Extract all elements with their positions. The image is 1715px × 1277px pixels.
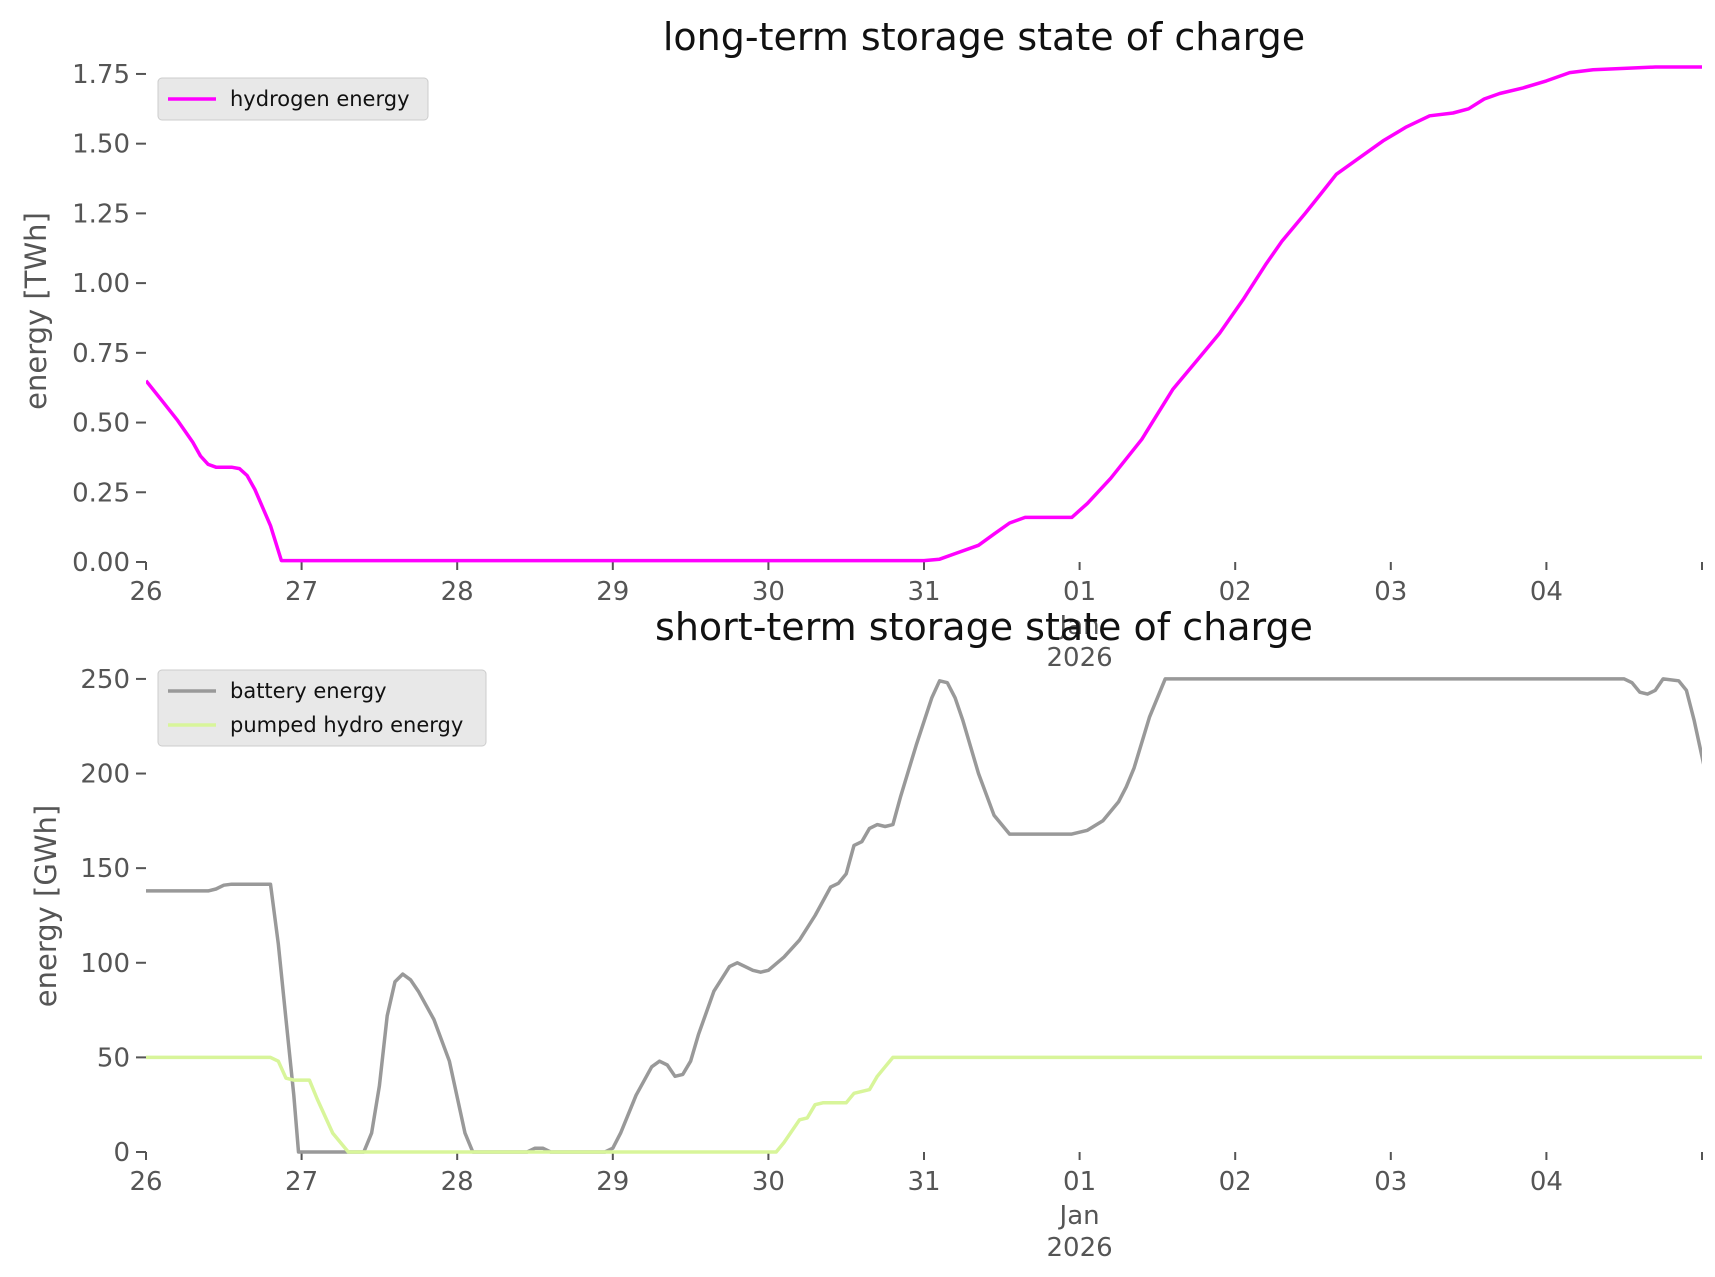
y-tick-label: 1.00 [72, 269, 130, 299]
x-tick-label: 29 [596, 1167, 629, 1197]
x-tick-label: 30 [752, 577, 785, 607]
y-tick-label: 0.50 [72, 409, 130, 439]
legend-box [157, 77, 429, 121]
x-tick-label: 28 [441, 577, 474, 607]
legend-entry: battery energy [230, 679, 387, 703]
y-tick-label: 1.75 [72, 60, 130, 90]
y-tick-label: 50 [97, 1043, 130, 1073]
x-tick-label: 29 [596, 577, 629, 607]
x-tick-label: 30 [752, 1167, 785, 1197]
series-line-battery [146, 677, 1702, 1154]
short-term-storage-panel: short-term storage state of charge energy… [29, 605, 1703, 1263]
legend: hydrogen energy [157, 77, 429, 121]
x-tick-label: 03 [1374, 1167, 1407, 1197]
chart-title: long-term storage state of charge [663, 15, 1305, 59]
x-tick-label: 31 [907, 577, 940, 607]
x-tick-label: 01 [1063, 1167, 1096, 1197]
y-tick-label: 1.50 [72, 130, 130, 160]
series-line-hydrogen [146, 65, 1702, 563]
legend-box [157, 669, 487, 747]
y-tick-label: 0.25 [72, 478, 130, 508]
x-tick-label: 27 [285, 577, 318, 607]
chart-title: short-term storage state of charge [655, 605, 1313, 649]
x-tick-month: Jan [1058, 1201, 1100, 1231]
x-tick-label: 31 [907, 1167, 940, 1197]
x-tick-label: 01 [1063, 577, 1096, 607]
x-tick-label: 28 [441, 1167, 474, 1197]
y-tick-label: 0 [113, 1138, 130, 1168]
series-line-pumped-hydro [146, 1055, 1702, 1154]
long-term-storage-panel: long-term storage state of charge energy … [19, 15, 1703, 673]
x-tick-label: 02 [1219, 1167, 1252, 1197]
x-tick-label: 26 [129, 1167, 162, 1197]
x-tick-label: 03 [1374, 577, 1407, 607]
x-tick-label: 02 [1219, 577, 1252, 607]
y-tick-label: 0.75 [72, 339, 130, 369]
y-tick-label: 200 [80, 760, 130, 790]
legend: battery energy pumped hydro energy [157, 669, 487, 747]
legend-entry: pumped hydro energy [230, 713, 463, 737]
x-tick-year: 2026 [1047, 1233, 1113, 1263]
y-tick-label: 150 [80, 854, 130, 884]
x-tick-label: 04 [1530, 1167, 1563, 1197]
x-tick-label: 04 [1530, 577, 1563, 607]
y-tick-label: 0.00 [72, 548, 130, 578]
y-tick-label: 1.25 [72, 199, 130, 229]
legend-entry: hydrogen energy [230, 87, 410, 111]
y-axis-label: energy [GWh] [29, 805, 63, 1007]
y-tick-label: 250 [80, 665, 130, 695]
y-tick-label: 100 [80, 949, 130, 979]
x-tick-year: 2026 [1047, 643, 1113, 673]
x-tick-month: Jan [1058, 611, 1100, 641]
x-tick-label: 26 [129, 577, 162, 607]
y-axis-label: energy [TWh] [19, 212, 53, 410]
x-tick-label: 27 [285, 1167, 318, 1197]
